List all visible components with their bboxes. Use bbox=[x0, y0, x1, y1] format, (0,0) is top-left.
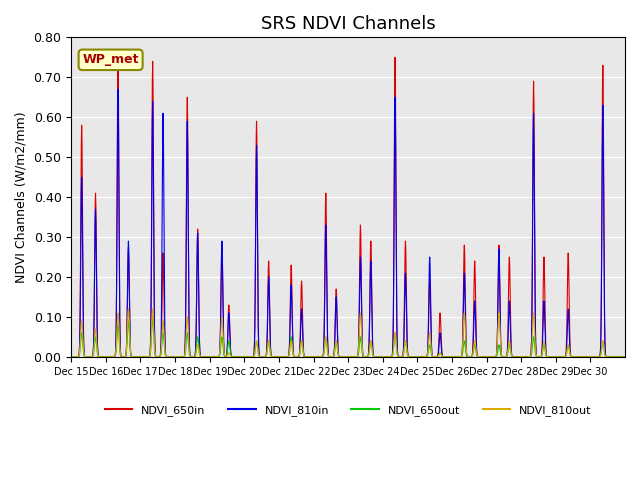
NDVI_650in bbox=[67, 354, 75, 360]
NDVI_810out bbox=[620, 354, 627, 360]
NDVI_650in bbox=[449, 354, 457, 360]
NDVI_650out bbox=[167, 354, 175, 360]
Y-axis label: NDVI Channels (W/m2/mm): NDVI Channels (W/m2/mm) bbox=[15, 111, 28, 283]
NDVI_810out bbox=[318, 354, 326, 360]
NDVI_810out bbox=[449, 354, 457, 360]
Line: NDVI_650in: NDVI_650in bbox=[71, 57, 625, 357]
NDVI_810out bbox=[67, 354, 75, 360]
NDVI_650out bbox=[449, 354, 457, 360]
NDVI_650out bbox=[149, 314, 157, 320]
NDVI_810in bbox=[621, 354, 629, 360]
NDVI_650out bbox=[351, 354, 359, 360]
Line: NDVI_810out: NDVI_810out bbox=[71, 309, 625, 357]
NDVI_650out bbox=[67, 354, 75, 360]
NDVI_810out bbox=[125, 306, 132, 312]
Title: SRS NDVI Channels: SRS NDVI Channels bbox=[260, 15, 435, 33]
NDVI_810in bbox=[67, 354, 75, 360]
NDVI_650out bbox=[78, 330, 86, 336]
NDVI_650in bbox=[586, 354, 593, 360]
NDVI_650in bbox=[318, 354, 326, 360]
NDVI_810in bbox=[318, 354, 326, 360]
NDVI_650in bbox=[620, 354, 627, 360]
NDVI_810out bbox=[351, 354, 359, 360]
NDVI_810in bbox=[351, 354, 359, 360]
NDVI_810in bbox=[586, 354, 593, 360]
Line: NDVI_810in: NDVI_810in bbox=[71, 89, 625, 357]
NDVI_650out bbox=[620, 354, 627, 360]
NDVI_650out bbox=[586, 354, 593, 360]
NDVI_810in bbox=[167, 354, 175, 360]
NDVI_810in bbox=[449, 354, 457, 360]
NDVI_810out bbox=[586, 354, 593, 360]
NDVI_650in bbox=[114, 54, 122, 60]
NDVI_650out bbox=[318, 354, 326, 360]
Text: WP_met: WP_met bbox=[83, 53, 139, 66]
NDVI_810out bbox=[167, 354, 175, 360]
NDVI_810in bbox=[620, 354, 627, 360]
NDVI_810in bbox=[78, 174, 86, 180]
NDVI_810out bbox=[78, 318, 86, 324]
NDVI_650in bbox=[167, 354, 175, 360]
NDVI_650in bbox=[351, 354, 359, 360]
Line: NDVI_650out: NDVI_650out bbox=[71, 317, 625, 357]
NDVI_650out bbox=[621, 354, 629, 360]
NDVI_650in bbox=[621, 354, 629, 360]
Legend: NDVI_650in, NDVI_810in, NDVI_650out, NDVI_810out: NDVI_650in, NDVI_810in, NDVI_650out, NDV… bbox=[100, 401, 596, 420]
NDVI_810in bbox=[114, 86, 122, 92]
NDVI_810out bbox=[621, 354, 629, 360]
NDVI_650in bbox=[78, 122, 86, 128]
